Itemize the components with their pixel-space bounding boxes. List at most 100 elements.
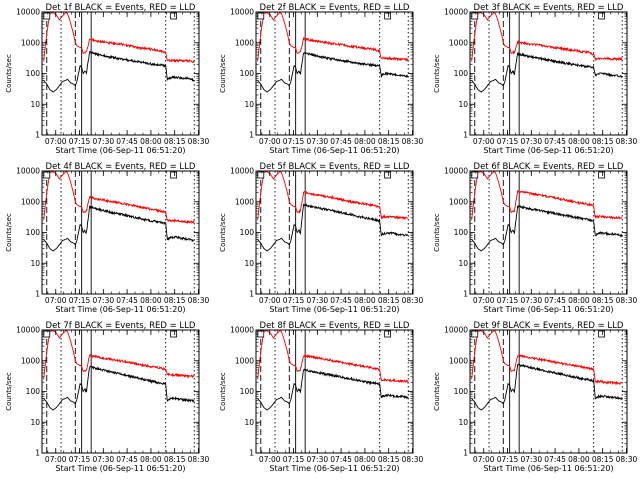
panel-det-8: Det 8f BLACK = Events, RED = LLD 1 10 100 10…: [219, 321, 424, 473]
x-axis-label: Start Time (06-Sep-11 06:51:20): [55, 305, 185, 314]
y-tick-label: 10: [30, 100, 40, 109]
y-tick-label: 1: [463, 131, 468, 140]
x-tick-label: 07:45: [116, 137, 138, 146]
series-line-events: [471, 363, 623, 411]
x-tick-label: 08:30: [402, 296, 424, 305]
series-line-lld: [43, 330, 195, 380]
x-tick-label: 08:30: [616, 296, 638, 305]
legend-box: [384, 12, 392, 20]
y-tick-label: 10: [244, 418, 254, 427]
x-tick-label: 07:15: [69, 455, 91, 464]
y-axis-label: Counts/sec: [219, 372, 227, 411]
x-tick-label: 08:15: [592, 296, 614, 305]
x-tick-label: 07:00: [473, 455, 495, 464]
y-tick-label: 10: [458, 418, 468, 427]
x-tick-label: 08:15: [378, 455, 400, 464]
series-line-lld: [43, 12, 195, 64]
y-axis-label: Counts/sec: [433, 213, 441, 252]
x-tick-label: 07:30: [93, 455, 115, 464]
legend-box: [471, 12, 479, 20]
panel-title: Det 7f BLACK = Events, RED = LLD: [46, 321, 196, 331]
x-tick-label: 08:00: [354, 455, 376, 464]
x-axis-label: Start Time (06-Sep-11 06:51:20): [483, 305, 613, 314]
legend-box: [170, 330, 178, 338]
x-tick-label: 08:15: [592, 137, 614, 146]
x-tick-label: 07:00: [259, 455, 281, 464]
y-tick-label: 10: [30, 259, 40, 268]
y-tick-label: 100: [240, 228, 255, 237]
panel-det-1: Det 1f BLACK = Events, RED = LLD 1 10 100 10…: [5, 3, 210, 155]
y-tick-label: 10: [244, 259, 254, 268]
panel-title: Det 9f BLACK = Events, RED = LLD: [474, 321, 624, 331]
y-tick-label: 100: [240, 69, 255, 78]
panel-det-6: Det 6f BLACK = Events, RED = LLD 1 10 100 10…: [433, 162, 638, 314]
x-tick-label: 07:30: [93, 137, 115, 146]
series-line-events: [257, 368, 409, 411]
series-line-lld: [471, 171, 623, 221]
legend-box: [170, 12, 178, 20]
y-tick-label: 10: [244, 100, 254, 109]
series-line-events: [43, 365, 195, 411]
x-tick-label: 07:45: [116, 296, 138, 305]
y-tick-label: 10000: [230, 8, 254, 17]
y-tick-label: 10: [458, 259, 468, 268]
y-tick-label: 1: [249, 290, 254, 299]
y-tick-label: 1000: [449, 356, 468, 365]
x-tick-label: 07:00: [259, 137, 281, 146]
y-tick-label: 1000: [449, 38, 468, 47]
series-line-events: [471, 204, 623, 252]
x-tick-label: 08:00: [140, 137, 162, 146]
y-tick-label: 1: [35, 290, 40, 299]
series-line-lld: [257, 330, 409, 384]
y-axis-label: Counts/sec: [219, 213, 227, 252]
panel-title: Det 4f BLACK = Events, RED = LLD: [46, 162, 196, 172]
x-tick-label: 07:15: [69, 296, 91, 305]
x-tick-label: 07:30: [307, 455, 329, 464]
x-tick-label: 07:45: [330, 455, 352, 464]
y-tick-label: 1: [35, 131, 40, 140]
x-tick-label: 08:15: [164, 137, 186, 146]
x-tick-label: 08:30: [402, 137, 424, 146]
legend-box: [43, 330, 51, 338]
y-tick-label: 1000: [235, 356, 254, 365]
series-line-lld: [257, 12, 409, 62]
x-tick-label: 07:15: [283, 455, 305, 464]
x-tick-label: 08:00: [140, 455, 162, 464]
y-axis-label: Counts/sec: [5, 372, 13, 411]
x-tick-label: 08:30: [188, 296, 210, 305]
x-tick-label: 07:15: [69, 137, 91, 146]
legend-box: [170, 171, 178, 179]
x-tick-label: 08:30: [616, 137, 638, 146]
y-tick-label: 1000: [235, 197, 254, 206]
y-axis-label: Counts/sec: [5, 54, 13, 93]
panel-det-2: Det 2f BLACK = Events, RED = LLD 1 10 100 10…: [219, 3, 424, 155]
y-tick-label: 1000: [21, 38, 40, 47]
panel-title: Det 1f BLACK = Events, RED = LLD: [46, 3, 196, 13]
x-tick-label: 08:15: [592, 455, 614, 464]
x-tick-label: 08:00: [140, 296, 162, 305]
series-line-lld: [257, 171, 409, 221]
x-tick-label: 07:30: [521, 137, 543, 146]
x-tick-label: 07:00: [473, 296, 495, 305]
y-tick-label: 1000: [21, 356, 40, 365]
y-tick-label: 100: [26, 228, 41, 237]
y-tick-label: 10000: [444, 167, 468, 176]
x-tick-label: 08:15: [378, 137, 400, 146]
x-tick-label: 08:30: [402, 455, 424, 464]
series-line-lld: [43, 171, 195, 225]
x-tick-label: 07:45: [544, 455, 566, 464]
x-tick-label: 07:15: [497, 137, 519, 146]
x-tick-label: 07:00: [45, 296, 67, 305]
x-axis-label: Start Time (06-Sep-11 06:51:20): [55, 464, 185, 473]
panel-det-9: Det 9f BLACK = Events, RED = LLD 1 10 100 10…: [433, 321, 638, 473]
y-axis-label: Counts/sec: [5, 213, 13, 252]
x-tick-label: 07:30: [307, 137, 329, 146]
series-line-events: [257, 51, 409, 93]
x-tick-label: 08:00: [354, 296, 376, 305]
panel-det-7: Det 7f BLACK = Events, RED = LLD 1 10 100 10…: [5, 321, 210, 473]
x-tick-label: 08:30: [188, 137, 210, 146]
legend-box: [598, 171, 606, 179]
x-axis-label: Start Time (06-Sep-11 06:51:20): [55, 146, 185, 155]
y-tick-label: 1: [249, 449, 254, 458]
